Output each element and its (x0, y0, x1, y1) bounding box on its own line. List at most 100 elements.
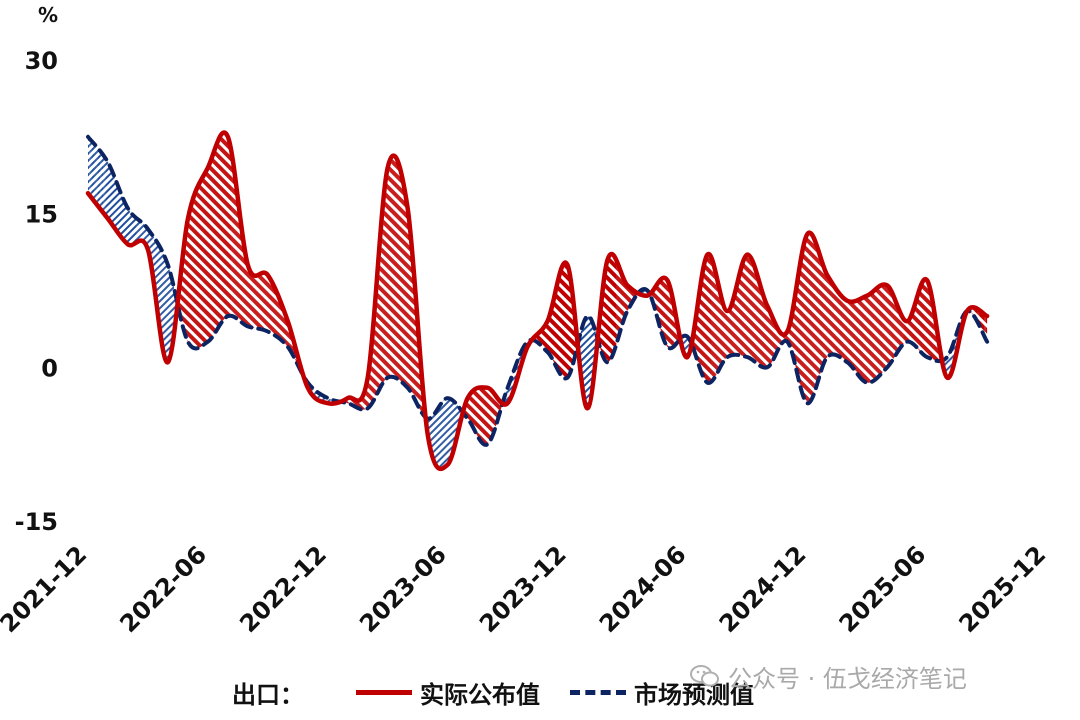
fill-actual-above (263, 272, 265, 331)
fill-actual-above (753, 262, 755, 362)
y-axis: 30 15 0 -15 (15, 47, 58, 536)
fill-forecast-above (100, 150, 102, 211)
fill-actual-above (772, 317, 774, 362)
fill-actual-above (903, 318, 905, 345)
fill-actual-above (824, 268, 826, 363)
fill-forecast-above (586, 316, 588, 409)
fill-actual-above (402, 179, 404, 384)
fill-forecast-above (134, 216, 135, 245)
fill-actual-above (842, 296, 844, 360)
fill-actual-above (542, 327, 544, 348)
fill-actual-above (244, 250, 246, 326)
fill-forecast-above (947, 355, 949, 378)
fill-actual-above (560, 268, 562, 376)
fill-actual-above (915, 300, 917, 347)
fill-actual-above (875, 288, 877, 380)
fill-actual-above (405, 195, 407, 387)
fill-actual-above (382, 196, 384, 384)
fill-actual-above (808, 232, 810, 404)
fill-forecast-above (160, 248, 162, 344)
fill-actual-above (738, 274, 740, 356)
fill-actual-above (264, 272, 266, 331)
series-line-forecast (86, 134, 990, 447)
fill-forecast-above (138, 220, 140, 241)
fill-forecast-above (434, 412, 436, 465)
fill-forecast-above (105, 158, 107, 218)
fill-actual-above (854, 301, 856, 371)
fill-actual-above (395, 157, 397, 379)
fill-actual-above (227, 136, 229, 317)
fill-actual-above (886, 284, 888, 369)
fill-actual-above (544, 324, 546, 351)
fill-actual-above (558, 274, 560, 373)
fill-actual-above (917, 293, 919, 349)
fill-actual-above (895, 300, 897, 356)
fill-actual-above (749, 255, 751, 359)
fill-actual-above (271, 281, 273, 335)
fill-actual-above (805, 236, 807, 403)
fill-actual-above (229, 143, 231, 316)
fill-forecast-above (110, 166, 111, 223)
fill-actual-above (665, 278, 667, 346)
fill-actual-above (775, 323, 777, 356)
fill-actual-above (836, 289, 838, 356)
fill-actual-above (205, 169, 207, 344)
fill-actual-above (627, 285, 629, 311)
fill-actual-above (549, 312, 551, 356)
fill-actual-above (866, 295, 868, 383)
fill-actual-above (392, 155, 394, 377)
fill-actual-above (725, 309, 727, 359)
fill-actual-above (985, 314, 986, 340)
fill-forecast-above (127, 206, 128, 245)
fill-actual-above (217, 138, 219, 329)
fill-actual-above (622, 276, 624, 324)
fill-forecast-above (447, 398, 449, 465)
fill-forecast-above (450, 398, 452, 460)
series-line-actual (85, 130, 990, 472)
fill-actual-above (918, 290, 920, 351)
fill-actual-above (554, 291, 556, 366)
fill-forecast-above (88, 136, 89, 194)
fill-actual-above (203, 173, 205, 345)
x-tick-label: 2023-06 (354, 540, 452, 638)
fill-forecast-above (93, 143, 95, 202)
fill-actual-above (188, 209, 190, 345)
fill-actual-above (843, 297, 845, 361)
fill-actual-above (724, 307, 726, 361)
fill-actual-above (778, 329, 780, 350)
fill-forecast-above (441, 401, 443, 469)
fill-forecast-above (103, 155, 105, 215)
fill-forecast-above (439, 404, 441, 469)
fill-actual-above (835, 288, 837, 356)
fill-actual-above (478, 387, 480, 440)
fill-forecast-above (448, 398, 450, 464)
fill-forecast-above (589, 316, 591, 405)
fill-actual-above (757, 275, 759, 365)
fill-actual-above (609, 254, 611, 361)
fill-actual-above (760, 285, 762, 367)
fill-actual-above (556, 282, 558, 370)
fill-forecast-above (136, 218, 138, 243)
fill-actual-above (624, 280, 626, 318)
fill-actual-above (620, 270, 622, 331)
fill-actual-above (776, 326, 778, 354)
fill-actual-above (566, 263, 568, 379)
fill-actual-above (807, 233, 809, 404)
fill-forecast-above (137, 219, 139, 242)
watermark-text: 公众号 · 伍戈经济笔记 (728, 664, 967, 693)
fill-actual-above (849, 301, 851, 365)
fill-actual-above (894, 297, 896, 358)
fill-actual-above (743, 258, 745, 357)
fill-actual-above (250, 272, 252, 328)
fill-actual-above (913, 307, 915, 345)
fill-actual-above (202, 175, 204, 346)
fill-actual-above (564, 262, 566, 379)
fill-actual-above (569, 272, 571, 375)
fill-actual-above (909, 317, 911, 342)
fill-actual-above (826, 273, 828, 359)
fill-actual-above (899, 310, 901, 350)
fill-actual-above (769, 310, 771, 366)
fill-actual-above (770, 312, 772, 365)
fill-actual-above (393, 155, 395, 378)
